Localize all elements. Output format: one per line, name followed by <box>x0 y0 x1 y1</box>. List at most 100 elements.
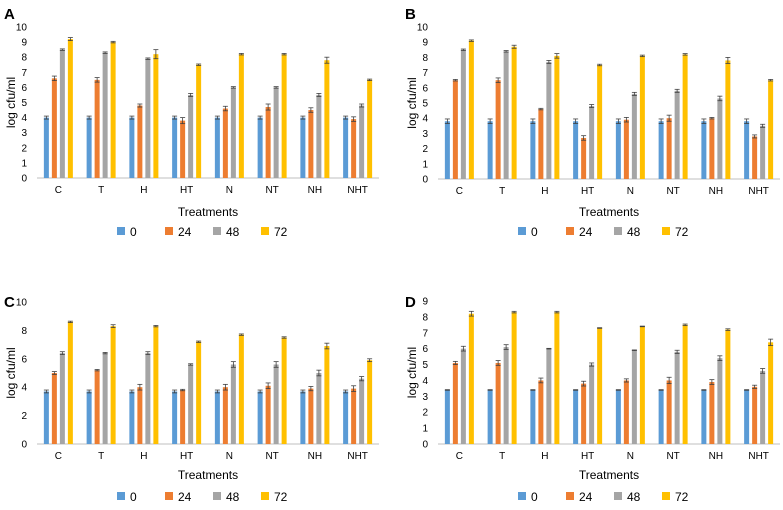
y-tick-label: 4 <box>422 114 428 125</box>
bar-24-n <box>623 119 629 179</box>
x-tick-label: H <box>541 451 548 462</box>
bar-48-nh <box>717 358 723 444</box>
x-tick-label: C <box>456 451 463 462</box>
bar-72-c <box>67 39 73 178</box>
x-tick-label: NHT <box>748 451 769 462</box>
bar-24-c <box>51 373 57 444</box>
y-axis-title: log cfu/ml <box>405 77 419 128</box>
bar-0-nht <box>744 389 750 444</box>
x-tick-label: T <box>98 451 104 462</box>
legend-swatch-0 <box>117 227 125 235</box>
bar-0-nht <box>343 391 349 444</box>
bar-72-nt <box>682 324 688 444</box>
y-tick-label: 4 <box>21 113 27 124</box>
x-tick-label: NHT <box>347 185 368 196</box>
bar-48-nt <box>273 87 279 178</box>
bar-0-t <box>86 391 92 444</box>
legend-label: 24 <box>178 225 192 239</box>
bar-48-h <box>145 58 151 178</box>
bar-0-nt <box>658 389 664 444</box>
legend-swatch-0 <box>518 492 526 500</box>
bar-72-t <box>110 42 116 178</box>
legend-label: 0 <box>531 225 538 239</box>
bar-72-h <box>153 54 159 178</box>
bar-48-ht <box>589 364 595 444</box>
legend-swatch-72 <box>261 227 269 235</box>
bar-48-c <box>59 353 65 444</box>
x-axis-title: Treatments <box>178 468 238 482</box>
bar-72-ht <box>597 65 603 179</box>
bar-0-nh <box>701 121 707 179</box>
bar-24-n <box>222 387 228 444</box>
x-tick-label: HT <box>180 185 193 196</box>
legend: 0 24 48 72 <box>518 225 689 239</box>
bar-72-t <box>511 312 517 444</box>
bar-48-nht <box>359 378 365 444</box>
bar-24-t <box>94 370 100 444</box>
panel-letter: D <box>405 294 416 311</box>
y-tick-label: 3 <box>422 392 428 403</box>
chart-panel-b: B 0 1 2 3 4 5 6 7 8 9 10 log cfu/ml C T H HT N NT NH NHT Trea… <box>405 6 780 239</box>
bar-0-c <box>43 117 49 178</box>
bar-48-ht <box>188 364 194 444</box>
bar-72-nh <box>725 60 731 179</box>
bar-48-n <box>631 93 637 179</box>
y-tick-label: 6 <box>21 83 27 94</box>
bar-72-h <box>554 55 560 179</box>
bar-72-n <box>238 54 244 178</box>
bar-0-c <box>444 389 450 444</box>
bar-24-c <box>452 362 458 444</box>
bar-0-n <box>615 389 621 444</box>
bar-72-nht <box>367 360 373 444</box>
y-tick-label: 6 <box>21 354 27 365</box>
bar-24-ht <box>180 390 186 444</box>
bar-0-nh <box>300 391 306 444</box>
bar-72-nht <box>367 79 373 178</box>
legend-swatch-72 <box>261 492 269 500</box>
y-tick-label: 8 <box>422 53 428 64</box>
x-tick-label: H <box>140 185 147 196</box>
panel-letter: B <box>405 6 416 23</box>
y-tick-label: 3 <box>422 129 428 140</box>
x-tick-label: N <box>226 185 233 196</box>
y-tick-label: 3 <box>21 128 27 139</box>
bar-0-h <box>530 389 536 444</box>
y-tick-label: 10 <box>16 23 28 34</box>
x-tick-label: NT <box>666 451 679 462</box>
bar-0-c <box>444 121 450 179</box>
legend-swatch-48 <box>213 227 221 235</box>
y-tick-label: 0 <box>21 440 27 451</box>
x-tick-label: NT <box>666 186 679 197</box>
bar-0-ht <box>172 117 178 178</box>
legend-label: 24 <box>178 490 192 504</box>
y-tick-label: 9 <box>422 38 428 49</box>
y-tick-label: 1 <box>422 424 428 435</box>
bar-48-nh <box>717 98 723 179</box>
legend-label: 0 <box>130 490 137 504</box>
bar-72-nh <box>324 346 330 444</box>
y-tick-label: 8 <box>21 53 27 64</box>
legend-swatch-72 <box>662 227 670 235</box>
x-tick-label: NH <box>709 451 723 462</box>
bar-72-t <box>110 326 116 444</box>
legend-label: 24 <box>579 490 593 504</box>
bar-0-nt <box>257 391 263 444</box>
y-tick-label: 2 <box>422 144 428 155</box>
x-tick-label: HT <box>180 451 193 462</box>
bar-0-t <box>487 389 493 444</box>
bar-48-n <box>230 87 236 178</box>
y-tick-label: 0 <box>422 175 428 186</box>
legend-label: 0 <box>531 490 538 504</box>
legend-swatch-48 <box>614 227 622 235</box>
bar-24-t <box>495 362 501 444</box>
bar-72-t <box>511 46 517 180</box>
x-tick-label: T <box>98 185 104 196</box>
bar-24-nht <box>351 119 357 178</box>
y-tick-label: 2 <box>422 408 428 419</box>
y-tick-label: 8 <box>21 326 27 337</box>
bar-48-t <box>503 347 509 444</box>
bar-0-ht <box>573 389 579 444</box>
bar-48-n <box>230 364 236 444</box>
